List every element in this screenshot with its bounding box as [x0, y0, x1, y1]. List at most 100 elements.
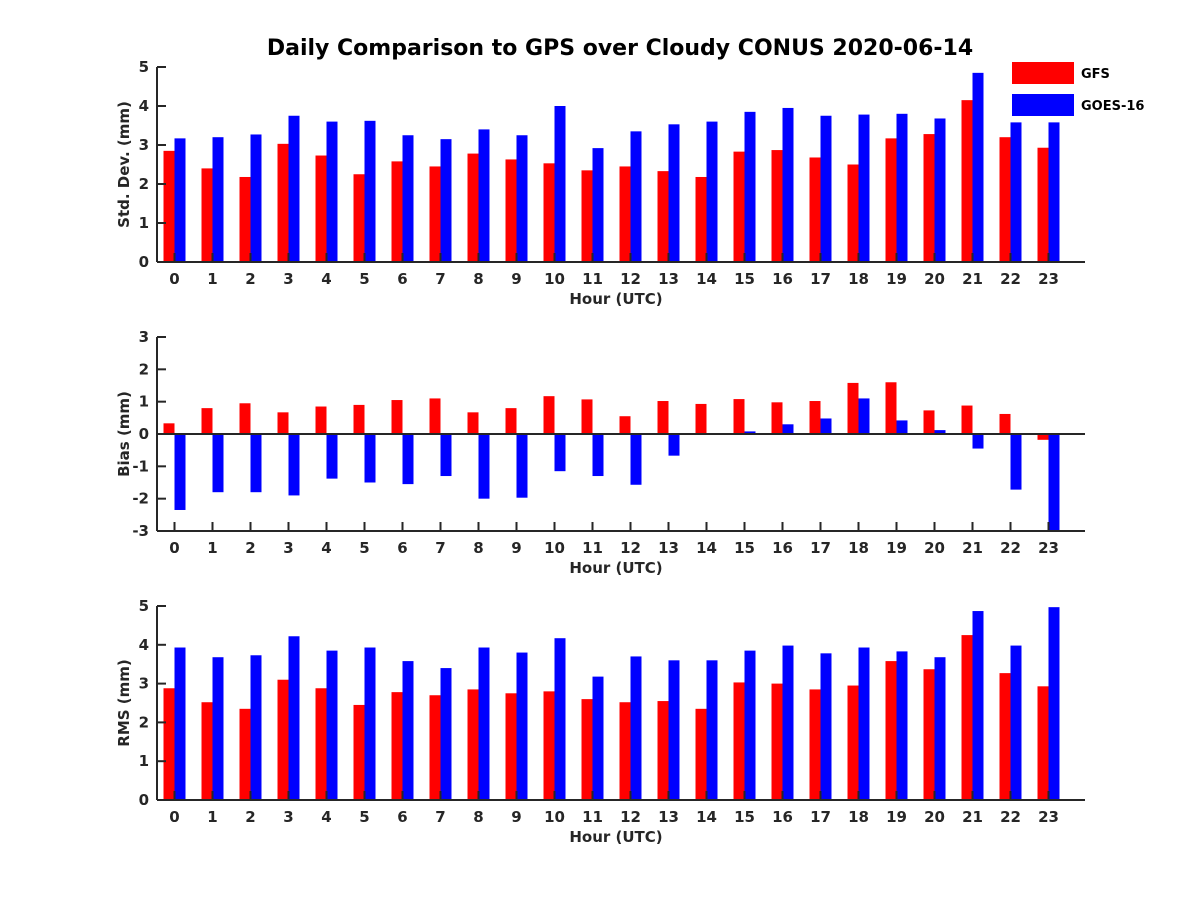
x-axis-label: Hour (UTC)	[569, 828, 662, 846]
bar-goes-16-hour-13	[668, 124, 680, 262]
x-tick-label: 18	[848, 808, 869, 826]
x-tick-label: 22	[1000, 808, 1021, 826]
x-tick-label: 14	[696, 539, 717, 557]
x-tick-label: 12	[620, 539, 641, 557]
x-tick-label: 4	[321, 539, 331, 557]
bar-goes-16-hour-17	[820, 653, 832, 800]
bar-gfs-hour-19	[885, 138, 897, 262]
bar-gfs-hour-20	[923, 669, 935, 800]
bar-goes-16-hour-19	[896, 651, 908, 800]
bar-goes-16-hour-9	[516, 434, 528, 498]
x-tick-label: 2	[245, 808, 255, 826]
bar-gfs-hour-21	[961, 635, 973, 800]
x-tick-label: 16	[772, 270, 793, 288]
bar-goes-16-hour-2	[250, 134, 262, 262]
x-tick-label: 1	[207, 808, 217, 826]
series-gfs	[163, 382, 1049, 440]
bar-gfs-hour-13	[657, 171, 669, 262]
bar-goes-16-hour-15	[744, 111, 756, 262]
bar-gfs-hour-8	[467, 153, 479, 262]
bar-goes-16-hour-15	[744, 650, 756, 800]
x-tick-label: 2	[245, 270, 255, 288]
bar-goes-16-hour-11	[592, 434, 604, 477]
x-tick-label: 23	[1038, 808, 1059, 826]
x-tick-label: 17	[810, 539, 831, 557]
x-tick-label: 6	[397, 539, 407, 557]
bar-goes-16-hour-10	[554, 638, 566, 800]
bar-gfs-hour-17	[809, 157, 821, 262]
bar-goes-16-hour-21	[972, 72, 984, 262]
bar-goes-16-hour-10	[554, 434, 566, 472]
bar-gfs-hour-7	[429, 695, 441, 800]
bar-goes-16-hour-8	[478, 129, 490, 262]
bar-gfs-hour-4	[315, 155, 327, 262]
x-tick-label: 9	[511, 270, 521, 288]
bar-gfs-hour-2	[239, 708, 251, 800]
x-tick-label: 22	[1000, 539, 1021, 557]
bar-goes-16-hour-11	[592, 676, 604, 800]
x-tick-label: 15	[734, 808, 755, 826]
bar-gfs-hour-20	[923, 410, 935, 434]
bar-gfs-hour-4	[315, 688, 327, 800]
x-tick-label: 1	[207, 539, 217, 557]
bar-gfs-hour-18	[847, 685, 859, 800]
bar-gfs-hour-16	[771, 683, 783, 800]
bar-gfs-hour-12	[619, 702, 631, 800]
y-tick-label: 0	[139, 791, 149, 809]
bar-gfs-hour-8	[467, 689, 479, 800]
bar-goes-16-hour-17	[820, 418, 832, 434]
bar-gfs-hour-14	[695, 403, 707, 434]
y-tick-label: 3	[139, 675, 149, 693]
y-tick-label: 4	[139, 97, 149, 115]
x-tick-label: 3	[283, 539, 293, 557]
bar-gfs-hour-6	[391, 692, 403, 800]
bar-gfs-hour-7	[429, 398, 441, 434]
x-tick-label: 2	[245, 539, 255, 557]
legend-label-gfs: GFS	[1081, 67, 1110, 82]
x-tick-label: 1	[207, 270, 217, 288]
bar-goes-16-hour-4	[326, 121, 338, 262]
x-tick-label: 21	[962, 808, 983, 826]
x-tick-label: 10	[544, 539, 565, 557]
legend-swatch-gfs	[1012, 62, 1074, 84]
x-tick-label: 11	[582, 270, 603, 288]
bar-goes-16-hour-12	[630, 131, 642, 262]
x-tick-label: 15	[734, 539, 755, 557]
bar-goes-16-hour-20	[934, 118, 946, 262]
bar-gfs-hour-5	[353, 704, 365, 800]
x-tick-label: 12	[620, 270, 641, 288]
bar-gfs-hour-17	[809, 689, 821, 800]
x-tick-label: 16	[772, 539, 793, 557]
bar-gfs-hour-15	[733, 399, 745, 434]
bar-gfs-hour-0	[163, 688, 175, 800]
y-tick-label: -3	[132, 522, 149, 540]
bar-gfs-hour-11	[581, 170, 593, 262]
x-tick-label: 18	[848, 270, 869, 288]
bar-gfs-hour-18	[847, 382, 859, 434]
bar-gfs-hour-3	[277, 412, 289, 434]
x-tick-label: 20	[924, 808, 945, 826]
x-tick-label: 5	[359, 270, 369, 288]
x-tick-label: 10	[544, 270, 565, 288]
y-tick-label: 0	[139, 425, 149, 443]
series-goes-16	[174, 607, 1060, 800]
bar-gfs-hour-11	[581, 699, 593, 800]
series-goes-16	[174, 398, 1060, 531]
series-gfs	[163, 635, 1049, 800]
x-tick-label: 6	[397, 270, 407, 288]
x-tick-label: 8	[473, 270, 483, 288]
y-axis-label: Std. Dev. (mm)	[115, 101, 133, 228]
bar-gfs-hour-23	[1037, 686, 1049, 800]
bar-gfs-hour-13	[657, 401, 669, 434]
y-tick-label: 5	[139, 597, 149, 615]
bar-goes-16-hour-18	[858, 398, 870, 434]
bar-goes-16-hour-2	[250, 655, 262, 800]
x-tick-label: 0	[169, 539, 179, 557]
y-tick-label: -2	[132, 490, 149, 508]
x-tick-label: 4	[321, 808, 331, 826]
x-tick-label: 11	[582, 808, 603, 826]
bar-goes-16-hour-3	[288, 636, 300, 800]
bar-goes-16-hour-11	[592, 148, 604, 262]
bar-gfs-hour-23	[1037, 147, 1049, 262]
